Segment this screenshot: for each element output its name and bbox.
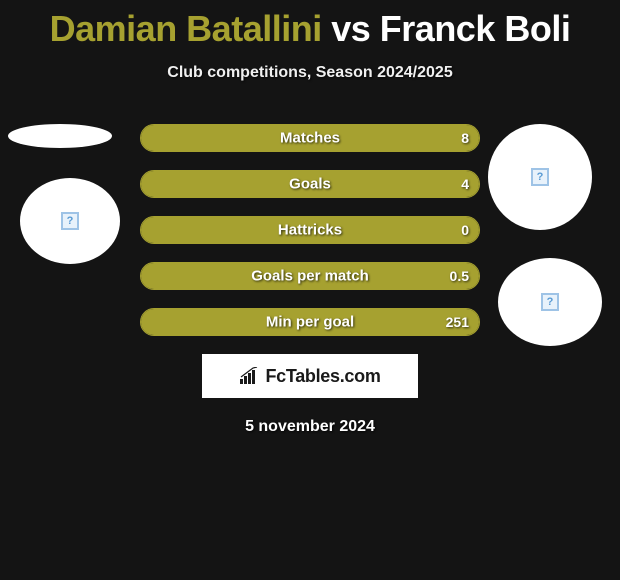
date-text: 5 november 2024 <box>0 418 620 436</box>
brand-text: FcTables.com <box>265 366 380 387</box>
stat-row: Goals 4 <box>140 170 480 198</box>
player1-avatar: ? <box>20 178 120 264</box>
stat-value-right: 0.5 <box>450 268 469 284</box>
placeholder-icon: ? <box>531 168 549 186</box>
stat-label: Hattricks <box>278 222 342 239</box>
stat-label: Goals per match <box>251 268 369 285</box>
stat-row: Matches 8 <box>140 124 480 152</box>
stat-value-right: 4 <box>461 176 469 192</box>
player2-avatar-top: ? <box>488 124 592 230</box>
decoration-ellipse <box>8 124 112 148</box>
stat-row: Hattricks 0 <box>140 216 480 244</box>
stat-label: Goals <box>289 176 331 193</box>
player2-avatar-bottom: ? <box>498 258 602 346</box>
stat-row: Min per goal 251 <box>140 308 480 336</box>
player2-name: Franck Boli <box>380 8 571 49</box>
stat-value-right: 8 <box>461 130 469 146</box>
stat-row: Goals per match 0.5 <box>140 262 480 290</box>
placeholder-icon: ? <box>541 293 559 311</box>
stat-value-right: 251 <box>446 314 469 330</box>
subtitle: Club competitions, Season 2024/2025 <box>0 64 620 82</box>
stat-value-right: 0 <box>461 222 469 238</box>
stat-label: Matches <box>280 130 340 147</box>
bar-chart-icon <box>239 367 261 385</box>
placeholder-icon: ? <box>61 212 79 230</box>
brand-box: FcTables.com <box>202 354 418 398</box>
comparison-title: Damian Batallini vs Franck Boli <box>0 0 620 50</box>
stat-label: Min per goal <box>266 314 354 331</box>
vs-text: vs <box>331 8 370 49</box>
player1-name: Damian Batallini <box>50 8 322 49</box>
